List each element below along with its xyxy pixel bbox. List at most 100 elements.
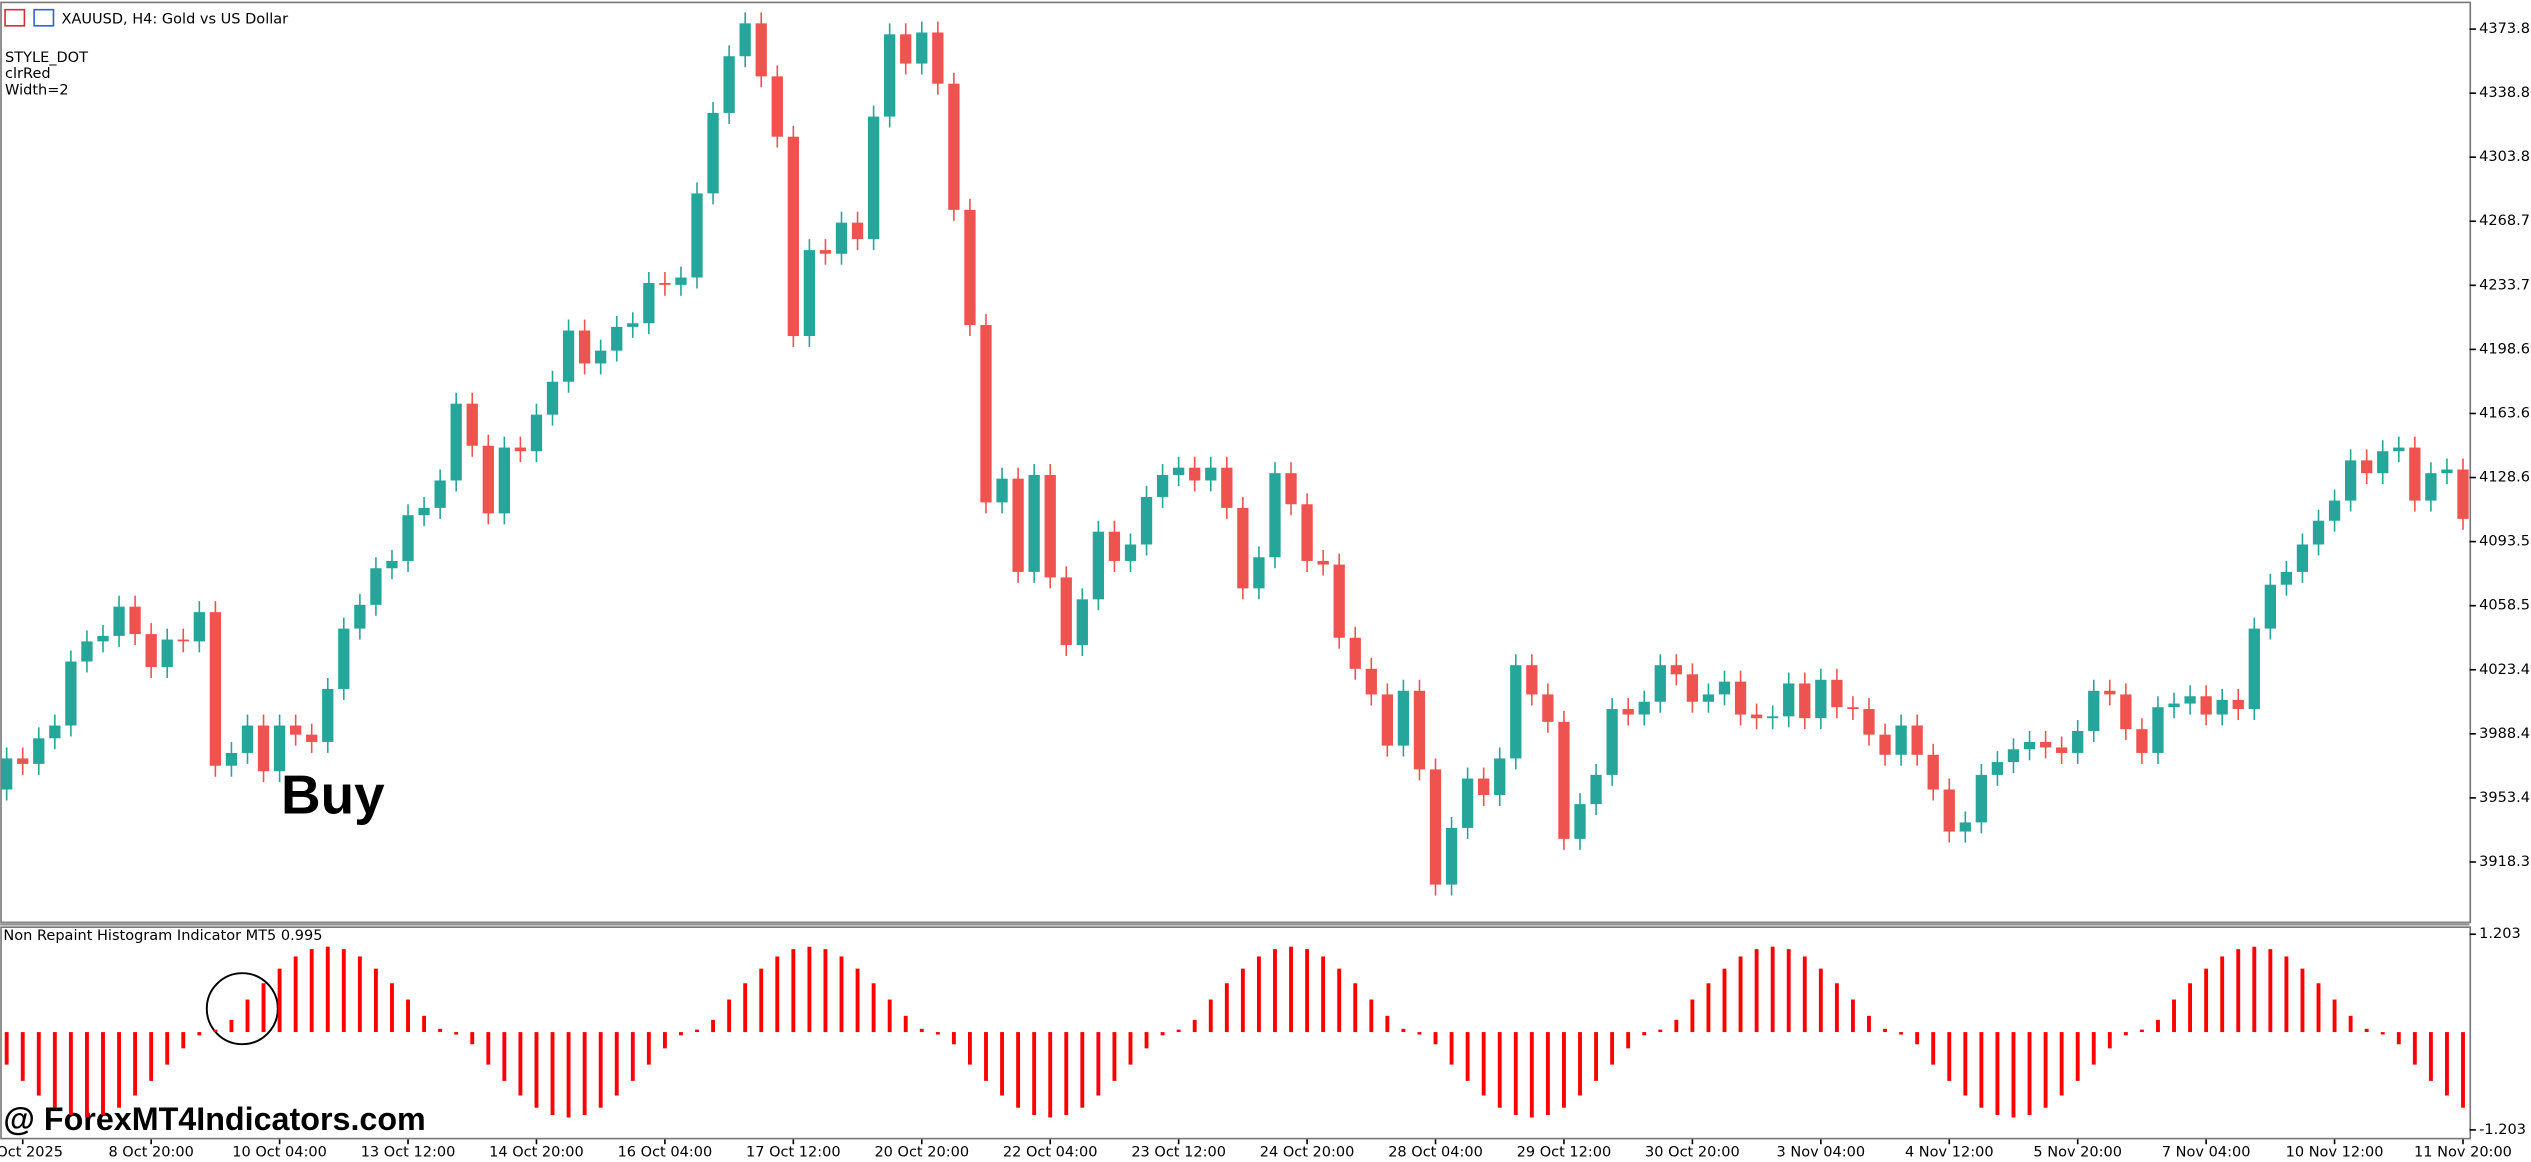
candle-body — [1172, 467, 1185, 475]
candle-body — [1670, 665, 1682, 675]
candle-body — [1317, 560, 1329, 565]
candle-body — [209, 612, 222, 766]
candle-body — [450, 403, 462, 481]
histogram-bar — [1562, 1032, 1566, 1108]
histogram-bar — [534, 1032, 539, 1108]
candle-body — [1638, 701, 1650, 715]
candle-body — [2425, 473, 2437, 501]
histogram-bar — [1722, 968, 1727, 1033]
histogram-bar — [1208, 999, 1213, 1033]
x-tick-label: 11 Nov 20:00 — [2414, 1144, 2512, 1160]
y-tick-label: 4268.77 — [2479, 213, 2531, 229]
histogram-bar — [518, 1032, 523, 1096]
candle-body — [33, 738, 45, 764]
histogram-bar — [1240, 968, 1245, 1033]
candle-body — [1542, 694, 1554, 722]
histogram-bar — [1578, 1032, 1582, 1096]
x-tick-label: 30 Oct 20:00 — [1645, 1144, 1740, 1160]
histogram-bar — [1706, 983, 1711, 1033]
x-tick-label: 10 Oct 04:00 — [232, 1144, 327, 1160]
histogram-bar — [390, 983, 394, 1033]
candle-body — [1269, 473, 1281, 558]
histogram-bar — [1979, 1032, 1984, 1108]
histogram-bar — [1128, 1032, 1133, 1065]
candle-body — [1526, 665, 1538, 695]
histogram-bar — [871, 983, 876, 1033]
histogram-bar — [486, 1032, 491, 1065]
histogram-bar — [1626, 1032, 1631, 1049]
histogram-bar — [454, 1032, 459, 1035]
candle-body — [1365, 668, 1377, 695]
histogram-bar — [1160, 1032, 1165, 1036]
candle-body — [1012, 478, 1024, 572]
histogram-bar — [646, 1032, 651, 1065]
histogram-bar — [133, 1032, 138, 1096]
histogram-bar — [406, 999, 410, 1033]
candle-body — [1783, 683, 1795, 717]
histogram-bar — [1401, 1028, 1406, 1033]
candle-body — [2007, 749, 2020, 763]
candle-body — [1815, 679, 1827, 719]
histogram-bar — [2027, 1032, 2032, 1116]
candle-body — [65, 661, 77, 726]
x-tick-label: 7 Oct 2025 — [0, 1144, 63, 1160]
histogram-bar — [325, 946, 330, 1033]
histogram-bar — [36, 1032, 41, 1096]
x-tick-label: 20 Oct 20:00 — [874, 1144, 969, 1160]
histogram-bar — [117, 1032, 121, 1108]
histogram-bar — [759, 968, 764, 1033]
candle-body — [2457, 469, 2469, 519]
candle-body — [2184, 696, 2196, 704]
histogram-bar — [1738, 956, 1743, 1033]
candle-body — [1574, 804, 1586, 839]
candle-body — [659, 282, 671, 285]
candle-body — [354, 604, 366, 629]
candle-body — [257, 725, 270, 772]
candle-body — [2296, 544, 2309, 572]
candle-body — [2088, 690, 2100, 731]
histogram-bar — [2364, 1028, 2369, 1033]
histogram-bar — [1224, 983, 1229, 1033]
histogram-bar — [1867, 1015, 1871, 1033]
candle-body — [2072, 730, 2084, 753]
candle-body — [835, 222, 848, 254]
candle-body — [2409, 447, 2421, 501]
histogram-bar — [1947, 1032, 1952, 1081]
candle-body — [1895, 725, 1907, 755]
histogram-bar — [1273, 949, 1277, 1033]
annotation: Width=2 — [5, 82, 69, 98]
histogram-bar — [1016, 1032, 1021, 1108]
histogram-bar — [775, 956, 780, 1033]
candle-body — [1959, 822, 1971, 832]
histogram-bar — [1337, 968, 1342, 1033]
histogram-bar — [1674, 1019, 1679, 1033]
candle-body — [980, 325, 992, 503]
candle-body — [1108, 531, 1121, 561]
histogram-bar — [197, 1032, 202, 1036]
y-tick-label: 4373.87 — [2479, 21, 2531, 37]
histogram-bar — [2461, 1032, 2465, 1108]
histogram-bar — [1465, 1032, 1470, 1081]
candle-body — [2168, 703, 2180, 708]
histogram-bar — [181, 1032, 186, 1049]
histogram-bar — [1321, 956, 1326, 1033]
histogram-bar — [566, 1032, 571, 1118]
histogram-bar — [1642, 1032, 1647, 1036]
chart-title: XAUUSD, H4: Gold vs US Dollar — [62, 11, 289, 27]
candle-body — [2248, 628, 2260, 710]
candle-body — [402, 515, 414, 561]
candle-body — [884, 34, 896, 117]
histogram-bar — [984, 1032, 988, 1081]
candle-body — [2200, 696, 2212, 715]
candle-body — [386, 560, 398, 569]
candle-body — [225, 752, 238, 766]
candle-body — [1975, 774, 1988, 823]
histogram-bar — [935, 1032, 940, 1035]
y-tick-label: 4198.69 — [2479, 341, 2531, 357]
x-tick-label: 17 Oct 12:00 — [746, 1144, 841, 1160]
candle-body — [867, 116, 880, 240]
x-tick-label: 10 Nov 12:00 — [2286, 1144, 2384, 1160]
histogram-bar — [2011, 1032, 2016, 1118]
histogram-bar — [502, 1032, 507, 1081]
histogram-bar — [1369, 999, 1374, 1033]
